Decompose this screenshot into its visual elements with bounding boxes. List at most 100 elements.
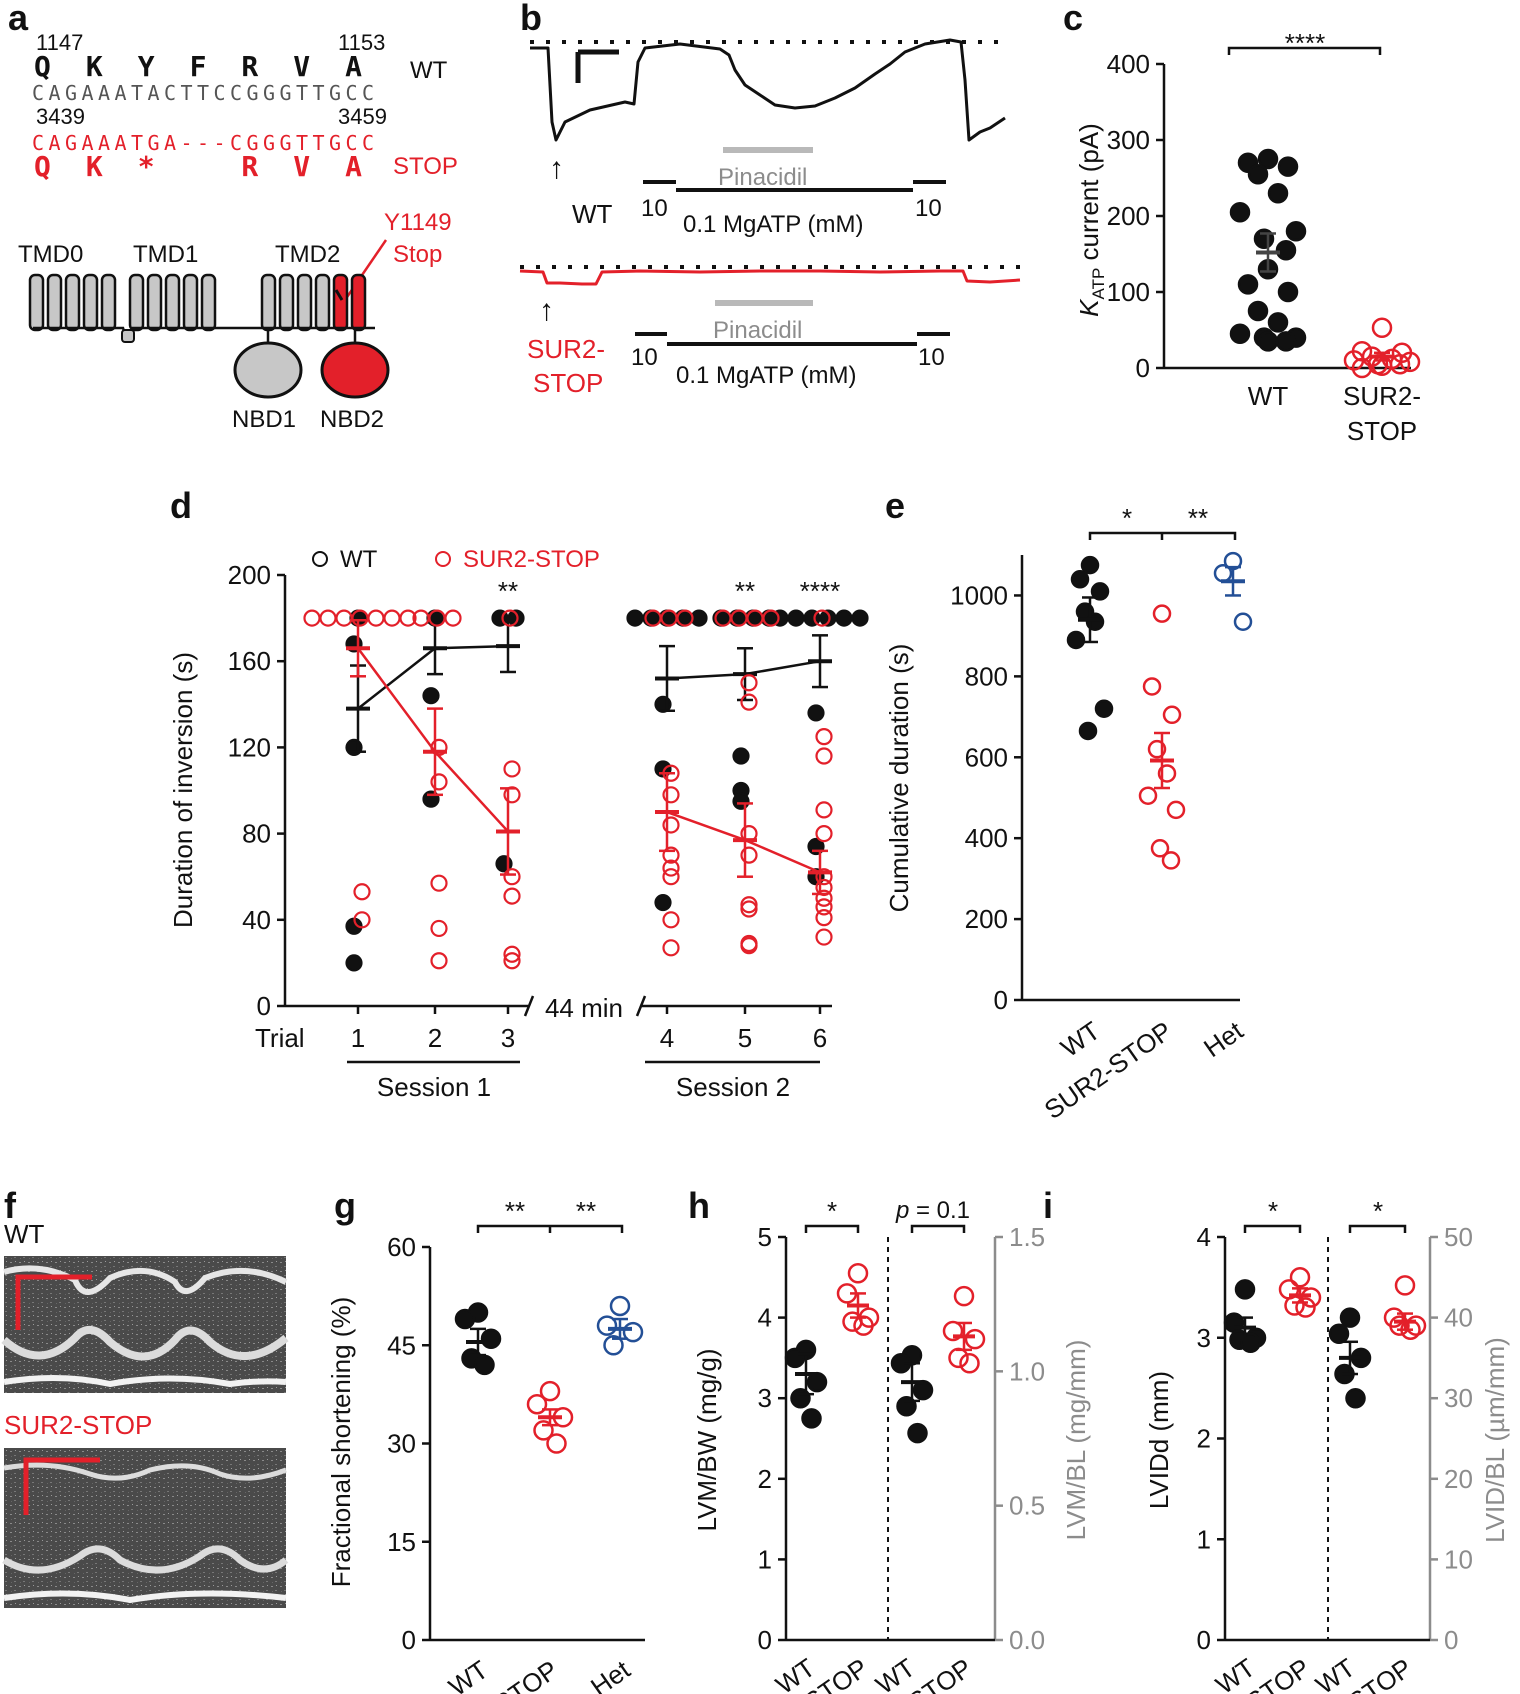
nbd2-domain: [320, 341, 390, 399]
d-stop-point: [815, 898, 833, 916]
g-wt-point: [454, 1308, 476, 1330]
panel-a: 1147 1153 Q K Y F R V A WT CAGAAATACTTCC…: [18, 30, 458, 433]
c-ylabel-k: K: [1074, 298, 1104, 317]
d-y-tick-label: 120: [228, 732, 271, 762]
panel-d: 44 min 0 40 80 120 160 200 Duration of invers…: [168, 546, 869, 1102]
c-wt-point: [1229, 201, 1251, 223]
d-y-tick-label: 160: [228, 646, 271, 676]
e-y-tick-label: 200: [965, 904, 1008, 934]
i-right-y-axis-label: LVID/BL (µm/mm): [1480, 1337, 1510, 1543]
e-x-label-wt: WT: [1055, 1015, 1105, 1063]
transmembrane-helix: [314, 273, 331, 332]
h-left-y-tick-label: 0: [758, 1625, 772, 1655]
linker-knot: [121, 329, 135, 343]
d-stop-point: [430, 919, 448, 938]
e-stop-point: [1150, 839, 1170, 858]
sur2-topology-diagram: [28, 273, 390, 399]
i-left-y-tick-label: 4: [1197, 1222, 1211, 1252]
c-wt-point: [1257, 331, 1279, 352]
d-session1-label: Session 1: [377, 1072, 491, 1102]
d-y-ticks: 0 40 80 120 160 200: [228, 560, 285, 1021]
c-wt-point: [1229, 323, 1251, 345]
d-stop-point: [815, 928, 833, 946]
c-wt-point: [1267, 312, 1289, 333]
d-stop-point: [815, 909, 833, 927]
panel-letter-b: b: [520, 0, 542, 38]
e-stop-point: [1138, 786, 1158, 805]
i-right-y-tick-label: 10: [1444, 1544, 1473, 1574]
g-het-point: [603, 1335, 624, 1356]
pinacidil-label-wt: Pinacidil: [718, 164, 807, 191]
f-stop-wall-lower: [2, 1545, 289, 1574]
d-significance-label: **: [498, 576, 518, 606]
nbd2-label: NBD2: [320, 406, 384, 433]
d-stop-point: [430, 874, 448, 892]
e-stop-point: [1142, 677, 1162, 696]
g-significance-bracket: [476, 1224, 624, 1233]
c-stop-point: [1399, 351, 1421, 373]
d-y-tick-label: 200: [228, 560, 271, 590]
d-gap-label: 44 min: [545, 993, 623, 1023]
d-stop-point: [662, 859, 680, 877]
c-y-axis-label: KATP current (pA): [1074, 123, 1108, 317]
d-stop-point: [815, 868, 833, 886]
e-y-tick-label: 1000: [950, 580, 1008, 610]
panel-letter-g: g: [334, 1185, 356, 1226]
panel-b: ↑ Pinacidil WT 10 0.1 MgATP (mM) 10 ↑ Pi…: [519, 38, 1030, 398]
wt-sequence-label: WT: [410, 57, 448, 84]
g-het-point: [609, 1295, 631, 1317]
i-right-y-tick-label: 50: [1444, 1222, 1473, 1252]
i-data-points: [1223, 1267, 1427, 1409]
i-right-y-tick-label: 0: [1444, 1625, 1458, 1655]
h-data-points: [784, 1263, 986, 1444]
f-stop-wall-bottom: [3, 1590, 287, 1604]
d-trial-tick-label: 4: [660, 1023, 674, 1053]
transmembrane-helix: [46, 273, 63, 332]
h-significance-1: *: [827, 1196, 837, 1226]
d-stop-point: [662, 816, 680, 834]
c-wt-point: [1277, 156, 1299, 177]
d-stop-point: [319, 609, 337, 627]
h-right-y-tick-label: 0.0: [1009, 1625, 1045, 1655]
e-significance-bracket: [1088, 531, 1237, 540]
f-wt-scale-bar: [15, 1274, 92, 1330]
i-significance-1: *: [1268, 1196, 1278, 1226]
h-wt-left-point: [784, 1347, 806, 1369]
nbd1-label: NBD1: [232, 406, 296, 433]
c-y-tick-label: 0: [1136, 353, 1150, 383]
d-wt-point: [654, 893, 672, 912]
g-x-label-stop: SUR2-STOP: [425, 1654, 564, 1694]
h-stop-right-point: [959, 1353, 980, 1374]
d-stop-point: [430, 738, 448, 757]
d-legend: WT SUR2-STOP: [312, 546, 600, 573]
d-wt-point: [732, 747, 750, 765]
pinacidil-label-stop: Pinacidil: [713, 317, 802, 344]
c-data-points: [1229, 148, 1421, 379]
transmembrane-helix: [350, 273, 367, 332]
h-stop-left-point: [842, 1311, 863, 1332]
f-stop-mmode-image: [2, 1448, 289, 1608]
c-wt-point: [1275, 239, 1297, 261]
i-left-y-tick-label: 2: [1197, 1424, 1211, 1454]
c-y-tick-label: 100: [1107, 277, 1150, 307]
residue-number-1153: 1153: [338, 30, 385, 55]
d-wt-point: [787, 609, 805, 627]
e-x-label-stop: SUR2-STOP: [1039, 1015, 1178, 1125]
e-wt-point: [1080, 555, 1100, 575]
d-stop-point: [399, 609, 417, 627]
d-stop-point: [762, 609, 780, 627]
d-wt-point: [807, 704, 825, 722]
h-right-y-tick-label: 0.5: [1009, 1491, 1045, 1521]
d-wt-point: [835, 609, 853, 627]
d-stop-point: [813, 609, 831, 627]
f-wt-mmode-image: [1, 1256, 289, 1393]
e-data-points: [1066, 551, 1253, 870]
panel-h: 0 1 2 3 4 5 0.0 0.5 1.0 1.5 LVM/BW (mg/g) LVM/BL …: [692, 1196, 1091, 1694]
wt-dna-sequence: CAGAAATACTTCCGGGTTGCC: [32, 81, 374, 105]
d-stop-point: [676, 609, 694, 627]
atp10-label-right-stop: 10: [918, 344, 945, 371]
c-wt-point: [1267, 182, 1289, 204]
transmembrane-helix: [200, 273, 217, 332]
panel-f: WT SUR2-STOP: [1, 1219, 289, 1608]
